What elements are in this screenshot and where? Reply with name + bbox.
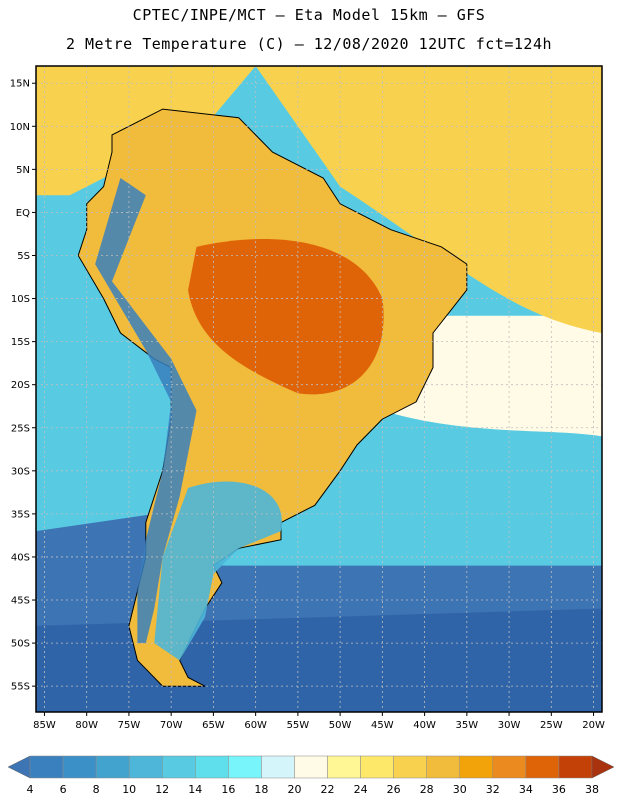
colorbar-label: 28 [420,783,434,796]
lat-tick-label: 45S [11,596,30,607]
lon-tick-label: 60W [244,720,267,731]
lon-tick-label: 35W [456,720,479,731]
colorbar-bin [360,755,394,779]
colorbar-label: 34 [519,783,533,796]
lon-tick-label: 50W [329,720,352,731]
lat-tick-label: 5S [17,251,30,262]
lat-tick-label: 15S [11,337,30,348]
colorbar-label: 22 [321,783,335,796]
colorbar-bin [228,755,262,779]
map-title-line1: CPTEC/INPE/MCT – Eta Model 15km – GFS [132,6,486,24]
lat-tick-label: 50S [11,639,30,650]
south-atlantic-warm [382,315,602,437]
colorbar-bin [426,755,461,779]
colorbar-label: 4 [27,783,34,796]
colorbar-label: 30 [453,783,467,796]
colorbar-bin [525,755,560,779]
map-title-line2: 2 Metre Temperature (C) – 12/08/2020 12U… [65,35,553,53]
colorbar-bin [558,755,593,779]
lat-tick-label: 15N [10,79,30,90]
southern-cone-cool [154,481,282,661]
longitude-axis: 85W 80W 75W 70W 65W 60W 55W 50W 45W 40W 35W 30W 25W 2… [33,712,605,731]
lat-tick-label: 10N [10,122,30,133]
colorbar-label: 24 [354,783,368,796]
colorbar-bin [492,755,527,779]
lat-tick-label: 55S [11,682,30,693]
colorbar-high-arrow [591,755,615,779]
colorbar-bin [393,755,427,779]
colorbar-label: 6 [60,783,67,796]
lat-tick-label: 40S [11,552,30,563]
colorbar-label: 38 [585,783,599,796]
colorbar-label: 12 [155,783,169,796]
colorbar-bin [294,755,328,779]
colorbar-bin [161,755,196,779]
andes-cold-band [95,177,197,644]
lat-tick-label: 25S [11,423,30,434]
colorbar-bin [327,755,361,779]
latitude-axis: 15N 10N 5N EQ 5S 10S 15S 20S 25S 30S 35S 40S 45S 50S 5… [10,79,36,693]
colorbar-bin [128,755,163,779]
colorbar-bin [29,755,64,779]
lat-tick-label: 35S [11,509,30,520]
lat-tick-label: 30S [11,466,30,477]
hot-interior [188,239,384,395]
lon-tick-label: 20W [582,720,605,731]
lon-tick-label: 40W [413,720,436,731]
lon-tick-label: 25W [540,720,563,731]
temperature-field [36,66,602,712]
lat-tick-label: 10S [11,294,30,305]
colorbar-label: 16 [221,783,235,796]
lon-tick-label: 85W [33,720,56,731]
colorbar: 4 6 8 10 12 14 16 18 20 22 24 26 28 30 32 34 36 38 [7,755,615,796]
lon-tick-label: 65W [202,720,225,731]
colorbar-label: 8 [93,783,100,796]
colorbar-bin [62,755,97,779]
colorbar-label: 36 [552,783,566,796]
lon-tick-label: 55W [287,720,310,731]
lon-tick-label: 70W [160,720,183,731]
lat-tick-label: 5N [16,165,30,176]
colorbar-bin [459,755,494,779]
lon-tick-label: 30W [498,720,521,731]
lat-tick-label: EQ [16,208,30,219]
lon-tick-label: 80W [75,720,98,731]
lon-tick-label: 75W [118,720,141,731]
colorbar-low-arrow [7,755,31,779]
colorbar-bin [195,755,229,779]
lon-tick-label: 45W [371,720,394,731]
colorbar-label: 20 [288,783,302,796]
south-atlantic-cool [255,457,602,557]
colorbar-bin [95,755,130,779]
southern-ocean-deep [36,608,602,712]
colorbar-label: 18 [254,783,268,796]
map-frame [35,65,603,713]
colorbar-bin [261,755,295,779]
lat-lon-gridlines [36,66,602,712]
colorbar-label: 10 [122,783,136,796]
lat-tick-label: 20S [11,380,30,391]
colorbar-label: 32 [486,783,500,796]
north-atlantic [255,66,602,334]
colorbar-label: 26 [387,783,401,796]
colorbar-label: 14 [188,783,202,796]
